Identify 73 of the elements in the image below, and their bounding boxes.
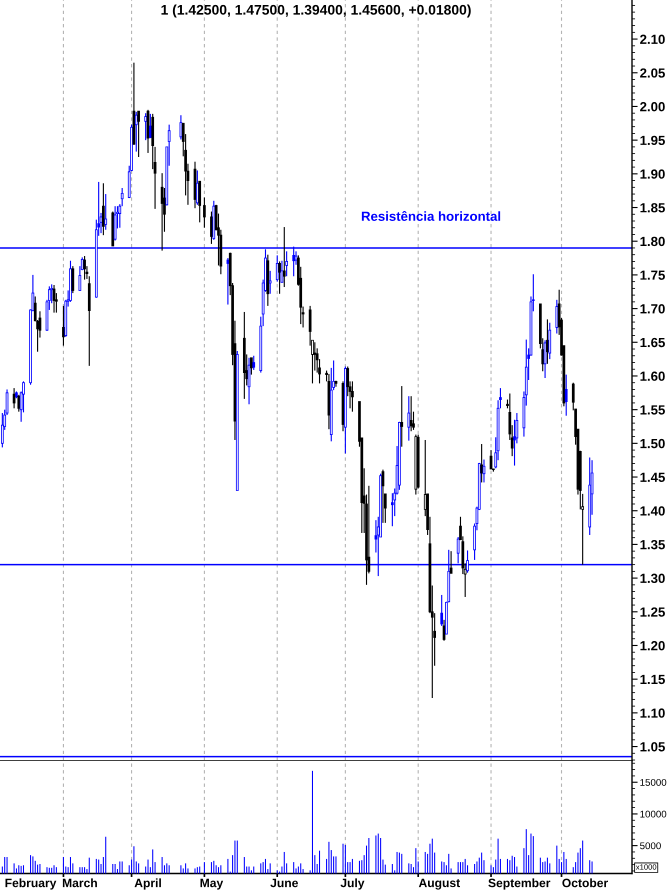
x-tick-label: May (200, 878, 224, 890)
y-tick-label: 2.05 (640, 68, 665, 78)
candlestick (351, 380, 354, 412)
candlestick (280, 260, 284, 283)
candlestick (248, 357, 250, 405)
ref-line-label: Resistência horizontal (362, 210, 500, 221)
candlestick (278, 260, 281, 294)
y-tick-label: 1.30 (640, 574, 665, 584)
candlestick (544, 340, 546, 379)
y-tick-label: 1.15 (640, 674, 665, 684)
y-tick-label: 1.75 (640, 270, 665, 280)
candlestick (250, 357, 253, 376)
y-tick-label: 2.00 (640, 102, 665, 112)
candlestick (252, 355, 256, 370)
y-tick-label: 1.95 (640, 136, 665, 146)
y-tick-label: 1.55 (640, 405, 665, 415)
x-tick-label: September (488, 878, 550, 890)
candlestick (180, 114, 182, 140)
candlestick (282, 226, 286, 288)
y-tick-label: 1.10 (640, 708, 665, 718)
candlestick (382, 469, 384, 524)
candlestick (268, 270, 272, 294)
x-tick-label: February (6, 878, 56, 890)
candlestick (400, 386, 404, 448)
candlestick (482, 458, 486, 483)
y-tick-label: 1.45 (640, 472, 665, 482)
x-tick-label: April (134, 878, 161, 890)
candlestick (407, 396, 410, 442)
y-tick-label: 1.35 (640, 540, 665, 550)
x-tick-label: March (62, 878, 97, 888)
y-tick-label: 15000 (640, 778, 666, 786)
candlestick (450, 550, 452, 574)
candlestick (490, 450, 492, 470)
candlestick (390, 492, 394, 527)
y-tick-label: 1.25 (640, 607, 665, 617)
candlestick (104, 193, 108, 230)
y-tick-label: 1.50 (640, 438, 665, 448)
candlestick (62, 305, 65, 346)
candlestick (564, 374, 568, 416)
x-tick-label: October (562, 878, 608, 888)
candlestick (548, 322, 552, 360)
candlestick (71, 266, 74, 294)
candlestick (102, 182, 105, 236)
y-tick-label: 1.60 (640, 372, 665, 381)
x-tick-label: August (418, 878, 460, 890)
candlestick (442, 619, 446, 642)
candlestick (134, 111, 138, 152)
x-tick-label: July (340, 878, 364, 890)
y-tick-label: 1.85 (640, 203, 665, 212)
y-tick-label: 1.70 (640, 304, 665, 314)
candlestick (546, 318, 549, 364)
candlestick (83, 255, 86, 280)
y-tick-label: 1.20 (640, 641, 665, 650)
y-tick-label: 2.10 (640, 34, 665, 44)
y-tick-label: 1.40 (640, 506, 665, 516)
y-tick-label: 1.05 (640, 742, 665, 752)
y-tick-label: 1.80 (640, 236, 665, 246)
x-tick-label: June (270, 878, 298, 888)
y-tick-label: 10000 (640, 810, 666, 818)
y-tick-label: 5000 (640, 842, 661, 850)
y-tick-label: 1.65 (640, 338, 665, 348)
candlestick (440, 594, 444, 626)
candlestick (226, 258, 230, 306)
candlestick (149, 113, 152, 139)
candlestick (203, 196, 206, 228)
y-tick-label: 1.90 (640, 169, 665, 179)
candlestick (285, 250, 288, 277)
candlestick (137, 110, 140, 158)
candlestick (196, 170, 199, 206)
candlestick (210, 211, 213, 244)
candlestick (555, 299, 558, 334)
candlestick (581, 493, 584, 566)
chart-title: 1 (1.42500, 1.47500, 1.39400, 1.45600, +0.01800) (161, 4, 471, 18)
